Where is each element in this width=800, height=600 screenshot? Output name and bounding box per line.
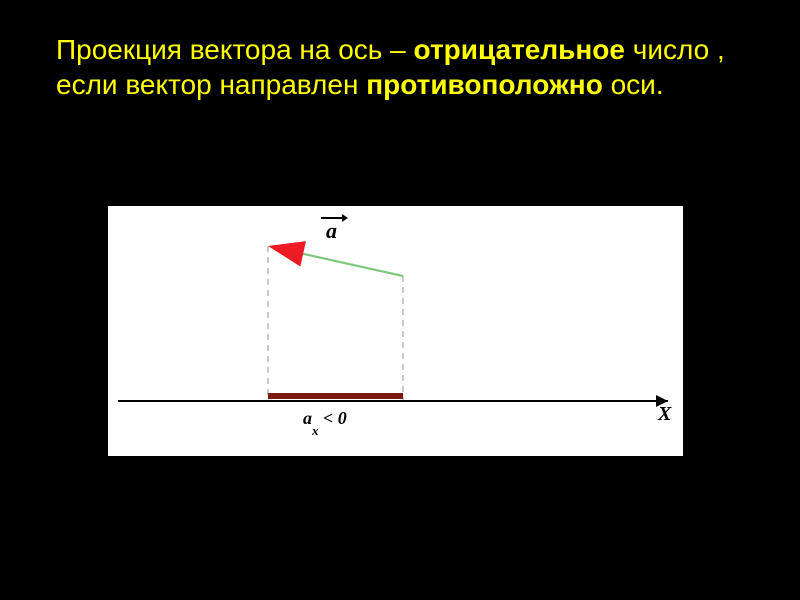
title-text: Проекция вектора на ось – отрицательное … <box>56 32 736 102</box>
title-part-1: Проекция вектора на ось – <box>56 34 414 65</box>
vector-arrowhead <box>268 241 306 266</box>
vector-shaft <box>287 250 403 276</box>
title-part-4-bold: противоположно <box>366 69 603 100</box>
vector-diagram: Xa ax < 0 <box>108 206 683 456</box>
vector-label-overbar-arrow <box>342 214 348 222</box>
projection-label: ax < 0 <box>303 408 347 438</box>
x-axis-label: X <box>657 403 672 425</box>
diagram-svg: Xa ax < 0 <box>108 206 683 456</box>
title-part-5: оси. <box>603 69 664 100</box>
title-part-2-bold: отрицательное <box>414 34 625 65</box>
vector-label: a <box>326 218 337 243</box>
projection-segment <box>268 393 403 399</box>
slide: Проекция вектора на ось – отрицательное … <box>0 0 800 600</box>
